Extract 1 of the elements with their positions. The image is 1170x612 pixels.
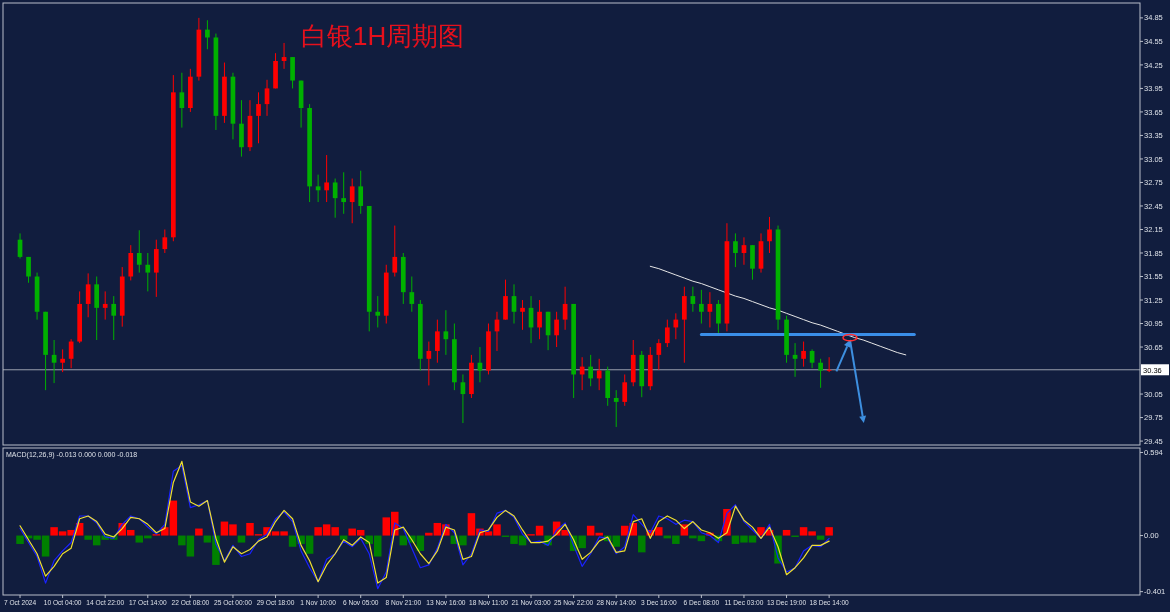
title: 白银1H周期图 [301,21,465,51]
